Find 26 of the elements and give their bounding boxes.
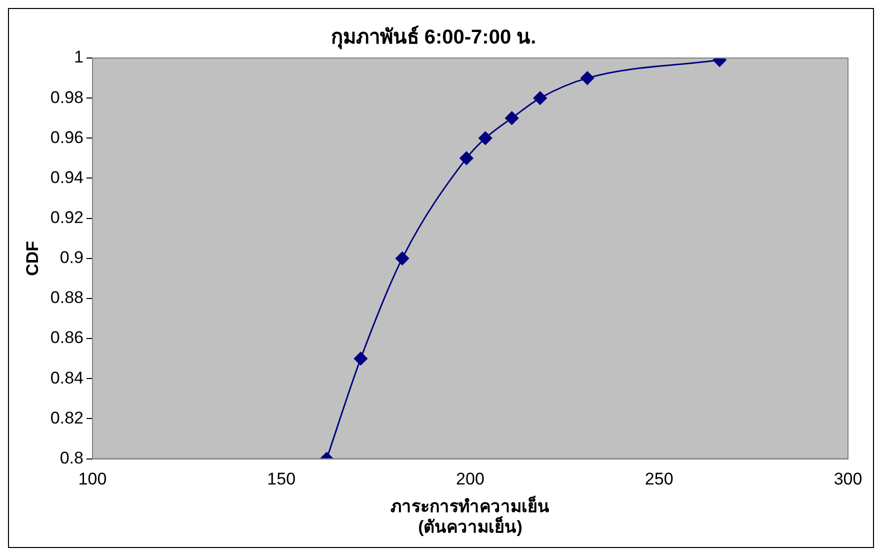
- y-tick-label: 0.84: [50, 368, 84, 388]
- x-axis-title: ภาระการทำความเย็น (ตันความเย็น): [390, 494, 550, 536]
- point: [505, 111, 519, 125]
- y-tick-label: 0.9: [60, 248, 84, 268]
- point: [533, 91, 547, 105]
- y-tick-label: 0.86: [50, 328, 84, 348]
- point: [460, 151, 474, 165]
- x-tick-label: 150: [267, 470, 296, 489]
- y-tick-label: 0.92: [50, 208, 84, 228]
- x-tick-label: 200: [456, 470, 484, 489]
- x-tick-label: 300: [834, 470, 862, 489]
- point: [580, 71, 594, 85]
- y-tick-label: 1: [74, 48, 84, 67]
- y-tick-label: 0.96: [50, 128, 84, 147]
- y-tick-label: 0.88: [50, 288, 84, 308]
- x-tick-label: 100: [78, 470, 107, 489]
- point: [354, 352, 368, 366]
- y-tick-label: 0.82: [50, 408, 84, 428]
- y-axis-title: CDF: [22, 240, 42, 276]
- point: [396, 252, 409, 266]
- x-tick-label: 250: [644, 470, 674, 489]
- point: [478, 131, 492, 145]
- y-tick-label: 0.94: [50, 168, 84, 187]
- y-tick-label: 0.8: [60, 448, 84, 468]
- y-tick-label: 0.98: [50, 88, 84, 107]
- chart-title: กุมภาพันธ์ 6:00-7:00 น.: [330, 26, 536, 50]
